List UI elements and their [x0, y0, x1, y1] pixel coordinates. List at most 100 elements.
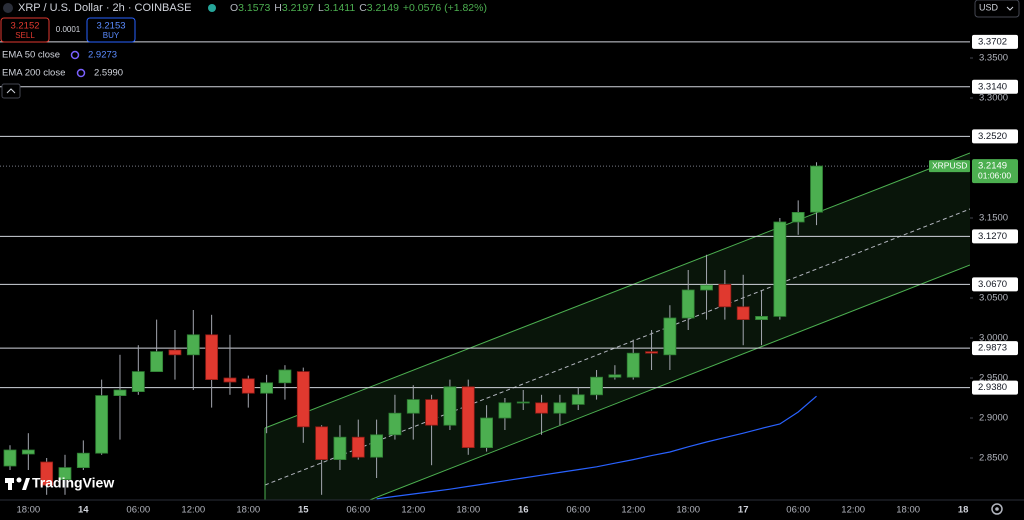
buy-label[interactable]: BUY [103, 31, 120, 40]
candle-body [296, 371, 310, 428]
candle-body [571, 394, 585, 405]
x-tick-label: 06:00 [566, 505, 590, 516]
y-tick-label: 3.0000 [979, 333, 1008, 344]
settings-button[interactable] [991, 503, 1003, 515]
candle-body [241, 378, 255, 394]
x-tick-label: 18:00 [456, 505, 480, 516]
candle-body [553, 402, 567, 414]
ohlc-change: +0.0576 (+1.82%) [403, 2, 487, 14]
y-tick-label: 3.3500 [979, 53, 1008, 64]
x-tick-label: 18:00 [236, 505, 260, 516]
candle-body [260, 382, 274, 394]
candle-body [535, 402, 548, 414]
x-tick-label: 12:00 [841, 505, 865, 516]
indicator-value: 2.9273 [88, 50, 117, 61]
candle-body [810, 165, 823, 213]
x-tick-label: 06:00 [126, 505, 150, 516]
candle-body [425, 399, 438, 426]
currency[interactable]: USD [979, 2, 999, 12]
candle-body [388, 412, 402, 436]
ohlc-label: O [230, 2, 238, 14]
logo-part [8, 478, 12, 490]
buy-price[interactable]: 3.2153 [96, 21, 125, 32]
candles [3, 162, 823, 500]
candle-body [21, 449, 35, 455]
ohlc-label: H [274, 2, 282, 14]
candle-body [626, 352, 640, 378]
ohlc-label: L [318, 2, 324, 14]
candle-body [150, 351, 164, 373]
collapse-box[interactable] [1, 83, 21, 99]
level-label: 2.9380 [978, 382, 1007, 393]
level-label-box [972, 229, 1018, 244]
x-tick-label: 14 [78, 505, 89, 516]
candle-body [315, 426, 329, 460]
indicator-icon[interactable] [76, 68, 86, 78]
ohlc-label: C [359, 2, 367, 14]
candle-body [608, 374, 622, 378]
gear-icon-center[interactable] [995, 507, 999, 511]
candle-body [718, 283, 732, 308]
x-tick-label: 15 [298, 505, 309, 516]
brand: TradingView [5, 475, 114, 491]
x-tick-label: 18:00 [676, 505, 700, 516]
x-tick-label: 18:00 [896, 505, 920, 516]
level-label-box [972, 34, 1018, 49]
ohlc-value: 3.2149 [367, 2, 399, 14]
ema-line [376, 395, 817, 500]
x-tick-label: 06:00 [786, 505, 810, 516]
gear-icon[interactable] [991, 503, 1003, 515]
level-label: 3.2520 [978, 131, 1007, 142]
sell-price[interactable]: 3.2152 [10, 21, 39, 32]
indicator-value: 2.5990 [94, 68, 123, 79]
candle-body [755, 315, 768, 320]
sell-button[interactable]: 3.2152 SELL [0, 17, 50, 43]
candle-body [461, 386, 475, 448]
level-label-box [972, 380, 1018, 395]
collapse-caret[interactable] [6, 88, 16, 94]
currency-caret[interactable] [1006, 6, 1014, 11]
level-label: 3.0670 [978, 279, 1007, 290]
logo-part [16, 477, 22, 483]
candle-body [590, 376, 603, 396]
level-label-box [972, 129, 1018, 144]
ohlc-value: 3.2197 [282, 2, 314, 14]
candle-body [516, 401, 530, 404]
candle-body [223, 377, 237, 383]
candle-body [498, 402, 512, 419]
x-tick-label: 18 [958, 505, 969, 516]
price-axis: 2.8500 2.9000 2.9500 3.0000 3.0500 3.1500 3.30… [0, 34, 1024, 516]
candle-body [333, 436, 347, 461]
currency-button[interactable]: USD [974, 0, 1020, 18]
candle-body [443, 386, 457, 426]
y-tick-label: 3.3000 [979, 93, 1008, 104]
candle-body [406, 399, 420, 414]
candle-body [113, 389, 127, 396]
sell-label[interactable]: SELL [15, 31, 35, 40]
candle-body [663, 317, 677, 356]
y-tick-label: 3.1500 [979, 213, 1008, 224]
x-tick-label: 06:00 [346, 505, 370, 516]
candle-body [3, 449, 17, 467]
x-tick-label: 18:00 [16, 505, 40, 516]
candle-body [370, 434, 384, 458]
channel-upper [264, 152, 970, 429]
candle-body [131, 371, 145, 393]
y-tick-label: 2.8500 [979, 453, 1008, 464]
buy-box[interactable] [86, 17, 136, 43]
buy-button[interactable]: 3.2153 BUY [86, 17, 136, 43]
spread: 0.0001 [56, 25, 81, 34]
ohlc-value: 3.1411 [324, 2, 355, 14]
currency-box[interactable] [974, 0, 1020, 18]
x-tick-label: 17 [738, 505, 749, 516]
y-tick-label: 2.9500 [979, 373, 1008, 384]
level-label: 3.3702 [978, 36, 1007, 47]
indicator-icon[interactable] [70, 50, 80, 60]
collapse-button[interactable] [1, 83, 21, 99]
sell-box[interactable] [0, 17, 50, 43]
candle-body [168, 349, 182, 356]
candle-body [480, 417, 493, 449]
candle-body [791, 211, 805, 223]
candle-body [76, 452, 90, 469]
